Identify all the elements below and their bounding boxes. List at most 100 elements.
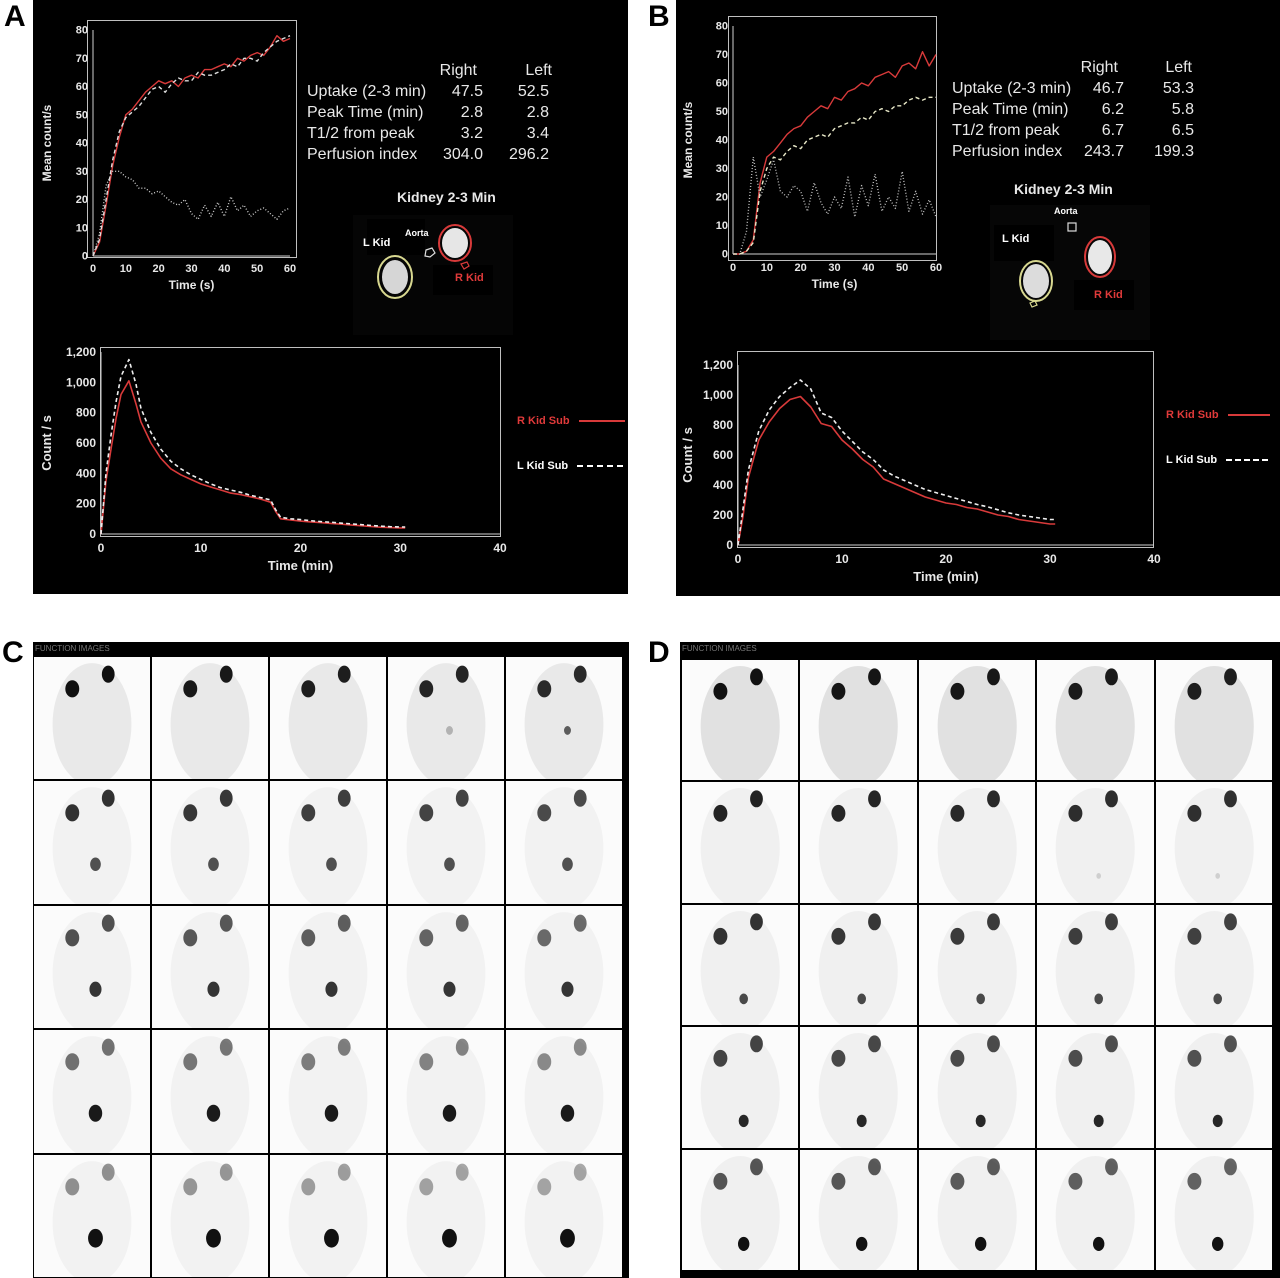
scintigraphy-frame bbox=[388, 1154, 504, 1277]
y-tick-label: 20 bbox=[716, 192, 728, 204]
roi-label-rkid: R Kid bbox=[1094, 289, 1123, 301]
y-axis-label: Count / s bbox=[39, 415, 54, 471]
stats-left-value: 296.2 bbox=[508, 146, 549, 163]
stats-row-label: Perfusion index bbox=[952, 143, 1063, 160]
scintigraphy-frame-image bbox=[937, 910, 1017, 1026]
stats-row: Perfusion index 304.0 296.2 bbox=[307, 144, 607, 165]
scintigraphy-grid-c bbox=[34, 657, 622, 1277]
scintigraphy-frame-image bbox=[537, 914, 587, 997]
x-tick-label: 10 bbox=[835, 552, 849, 566]
series-line-2 bbox=[92, 35, 291, 257]
series-line-1 bbox=[737, 395, 1056, 546]
x-tick-label: 30 bbox=[828, 262, 840, 274]
scintigraphy-frame-image bbox=[1055, 1033, 1135, 1148]
roi-label-lkid: L Kid bbox=[1002, 233, 1030, 245]
stats-right-value: 46.7 bbox=[1092, 80, 1124, 97]
x-tick-label: 0 bbox=[98, 541, 105, 555]
y-axis-label: Mean count/s bbox=[40, 104, 54, 181]
x-tick-label: 20 bbox=[939, 552, 953, 566]
function-images-header: FUNCTION IMAGES bbox=[682, 644, 757, 653]
scintigraphy-frame-image bbox=[1055, 788, 1135, 903]
scintigraphy-frame bbox=[1037, 1027, 1154, 1148]
scintigraphy-frame-image bbox=[537, 1163, 587, 1248]
stats-right-value: 304.0 bbox=[442, 146, 483, 163]
scintigraphy-frame bbox=[1155, 1027, 1272, 1148]
x-tick-label: 0 bbox=[90, 263, 96, 275]
scintigraphy-frame bbox=[1155, 660, 1272, 781]
scintigraphy-frame bbox=[918, 1027, 1036, 1148]
y-tick-label: 1,200 bbox=[703, 358, 733, 372]
scintigraphy-frame-image bbox=[819, 1155, 899, 1270]
scintigraphy-frame bbox=[1155, 1149, 1272, 1270]
scintigraphy-frame bbox=[682, 904, 799, 1026]
scintigraphy-frame bbox=[800, 1149, 917, 1270]
scintigraphy-frame-image bbox=[419, 789, 469, 872]
scintigraphy-frame bbox=[270, 657, 386, 780]
y-tick-label: 60 bbox=[76, 81, 88, 93]
scintigraphy-frame-image bbox=[288, 663, 368, 780]
legend-line-r bbox=[578, 420, 625, 423]
x-tick-label: 30 bbox=[185, 263, 197, 275]
stats-row: Perfusion index 243.7 199.3 bbox=[952, 141, 1252, 162]
y-tick-label: 1,000 bbox=[703, 388, 733, 402]
x-tick-label: 40 bbox=[1147, 552, 1161, 566]
scintigraphy-frame-image bbox=[1174, 788, 1254, 903]
scintigraphy-frame bbox=[918, 782, 1036, 903]
scintigraphy-frame-image bbox=[524, 663, 604, 780]
stats-right-value: 47.5 bbox=[451, 83, 483, 100]
y-tick-label: 60 bbox=[716, 78, 728, 90]
scintigraphy-frame-image bbox=[419, 914, 469, 997]
scintigraphy-frame bbox=[34, 1154, 150, 1277]
scintigraphy-frame bbox=[270, 781, 386, 904]
scintigraphy-frame bbox=[682, 782, 799, 903]
x-tick-label: 30 bbox=[394, 541, 408, 555]
y-tick-label: 30 bbox=[716, 163, 728, 175]
kidney-image-title: Kidney 2-3 Min bbox=[1014, 181, 1113, 197]
scintigraphy-frame-image bbox=[937, 788, 1017, 903]
scintigraphy-frame-image bbox=[183, 789, 233, 872]
scintigraphy-frame-image bbox=[301, 914, 351, 997]
scintigraphy-frame bbox=[152, 1154, 268, 1277]
y-tick-label: 40 bbox=[716, 135, 728, 147]
stats-left-value: 2.8 bbox=[526, 104, 549, 121]
scintigraphy-frame-image bbox=[1055, 1155, 1135, 1270]
scintigraphy-frame-image bbox=[937, 666, 1017, 781]
roi-label-lkid: L Kid bbox=[363, 237, 391, 249]
stats-left-value: 3.4 bbox=[526, 125, 549, 142]
y-tick-label: 80 bbox=[716, 21, 728, 33]
scintigraphy-frame-image bbox=[937, 1033, 1017, 1148]
roi-label-rkid: R Kid bbox=[455, 272, 484, 284]
y-tick-label: 20 bbox=[76, 194, 88, 206]
scintigraphy-frame bbox=[918, 660, 1036, 781]
stats-row: T1/2 from peak 6.7 6.5 bbox=[952, 120, 1252, 141]
y-tick-label: 200 bbox=[76, 497, 96, 511]
stats-right-value: 6.2 bbox=[1101, 101, 1124, 118]
stats-row-label: T1/2 from peak bbox=[952, 122, 1060, 139]
scintigraphy-frame bbox=[1155, 904, 1272, 1026]
scintigraphy-frame-image bbox=[301, 1163, 351, 1248]
scintigraphy-frame bbox=[34, 657, 150, 780]
stats-row-label: Peak Time (min) bbox=[952, 101, 1069, 118]
scintigraphy-frame-image bbox=[65, 1163, 115, 1248]
legend-label-r: R Kid Sub bbox=[1166, 409, 1219, 421]
perfusion-plot-frame-a bbox=[87, 20, 297, 258]
x-tick-label: 10 bbox=[120, 263, 132, 275]
scintigraphy-frame bbox=[506, 657, 622, 780]
y-tick-label: 200 bbox=[713, 508, 733, 522]
scintigraphy-frame-image bbox=[170, 663, 250, 780]
scintigraphy-frame bbox=[800, 1027, 917, 1148]
scintigraphy-frame-image bbox=[1174, 1155, 1254, 1270]
y-tick-label: 1,200 bbox=[66, 345, 96, 359]
scintigraphy-frame-image bbox=[1174, 1033, 1254, 1148]
legend-line-r bbox=[1227, 414, 1270, 417]
function-images-header: FUNCTION IMAGES bbox=[35, 644, 110, 653]
stats-row-label: T1/2 from peak bbox=[307, 125, 415, 142]
x-tick-label: 40 bbox=[862, 262, 874, 274]
scintigraphy-frame-image bbox=[700, 910, 780, 1026]
series-line-3 bbox=[92, 170, 291, 257]
scintigraphy-frame-image bbox=[406, 663, 486, 780]
stats-left-value: 52.5 bbox=[517, 83, 549, 100]
scintigraphy-frame-image bbox=[1174, 666, 1254, 781]
